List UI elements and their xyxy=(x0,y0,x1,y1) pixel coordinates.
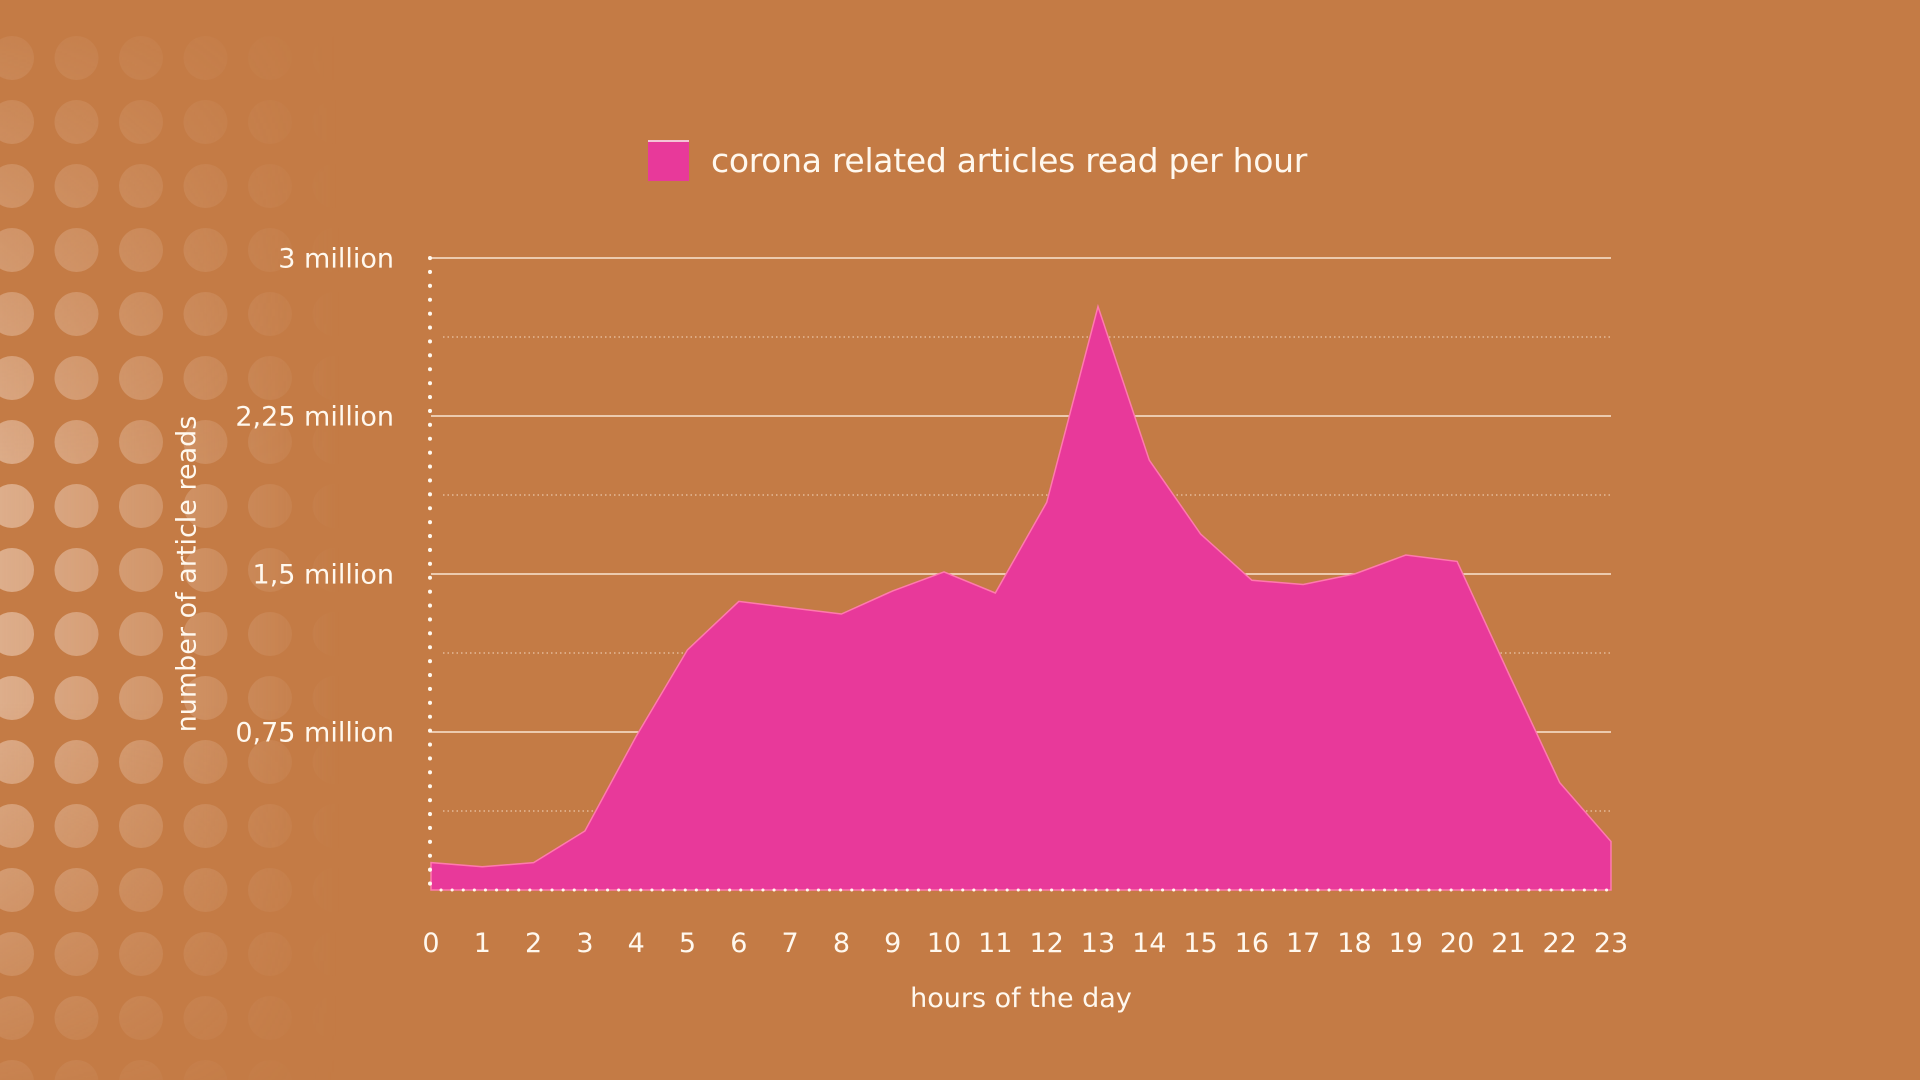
x-tick-label: 6 xyxy=(730,928,748,959)
y-tick-label: 3 million xyxy=(278,243,394,275)
chart-legend: corona related articles read per hour xyxy=(648,139,1307,181)
x-tick-label: 7 xyxy=(781,928,799,959)
x-tick-label: 9 xyxy=(884,928,902,959)
x-tick-label: 2 xyxy=(525,928,543,959)
x-tick-label: 12 xyxy=(1029,928,1064,959)
x-tick-label: 17 xyxy=(1285,928,1321,959)
x-tick-label: 13 xyxy=(1080,928,1116,959)
x-tick-label: 18 xyxy=(1337,928,1372,959)
x-tick-label: 4 xyxy=(627,928,645,959)
x-tick-label: 16 xyxy=(1234,928,1270,959)
x-tick-label: 1 xyxy=(473,928,491,959)
x-tick-label: 10 xyxy=(926,928,962,959)
x-tick-label: 19 xyxy=(1388,928,1423,959)
y-tick-label: 2,25 million xyxy=(235,401,394,433)
x-tick-label: 5 xyxy=(678,928,697,959)
x-tick-label: 15 xyxy=(1183,928,1218,959)
x-tick-label: 23 xyxy=(1593,928,1629,959)
legend-label: corona related articles read per hour xyxy=(711,140,1308,180)
legend-swatch xyxy=(648,139,689,181)
x-tick-label: 22 xyxy=(1542,928,1577,959)
x-tick-label: 14 xyxy=(1132,928,1167,959)
y-tick-label: 1,5 million xyxy=(252,559,394,591)
y-axis-title: number of article reads xyxy=(171,415,203,733)
x-tick-label: 11 xyxy=(978,928,1013,959)
x-tick-label: 0 xyxy=(422,928,440,959)
x-axis-title: hours of the day xyxy=(910,983,1132,1014)
area-series xyxy=(430,303,1612,891)
x-tick-label: 20 xyxy=(1439,928,1475,959)
x-tick-label: 3 xyxy=(576,928,594,959)
y-tick-label: 0,75 million xyxy=(235,717,394,749)
x-tick-label: 8 xyxy=(832,928,851,959)
x-tick-label: 21 xyxy=(1491,928,1526,959)
